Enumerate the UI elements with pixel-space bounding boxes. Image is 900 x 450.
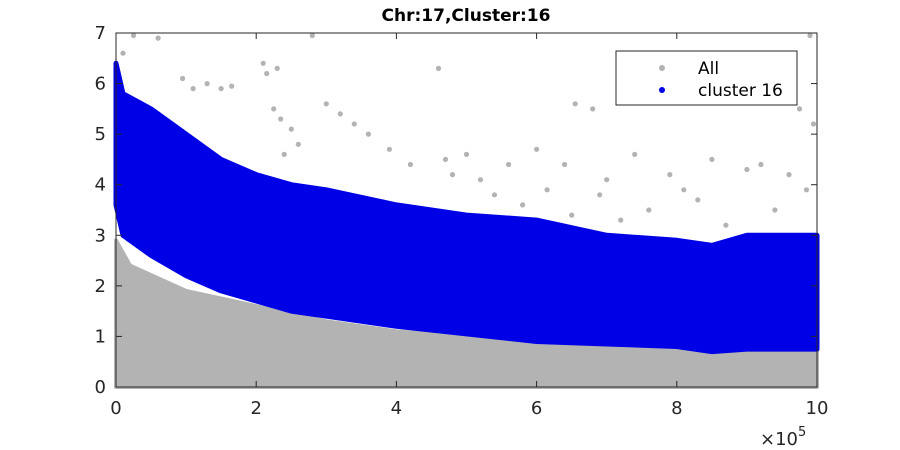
point-all-26 xyxy=(463,151,470,157)
y-tick-label-4: 4 xyxy=(95,175,106,196)
point-all-52 xyxy=(803,187,810,193)
point-all-47 xyxy=(744,166,750,173)
legend-label-all: All xyxy=(698,59,719,79)
point-all-50 xyxy=(786,172,792,178)
point-all-1 xyxy=(130,32,137,39)
y-tick-labels: 0 1 2 3 4 5 6 7 xyxy=(95,23,106,398)
point-all-3 xyxy=(180,75,186,82)
point-all-4 xyxy=(190,86,196,92)
point-all-0 xyxy=(120,50,126,56)
legend-box xyxy=(615,50,798,106)
point-all-51 xyxy=(796,106,803,112)
point-all-48 xyxy=(758,161,764,168)
legend-label-cluster: cluster 16 xyxy=(698,81,783,101)
point-all-29 xyxy=(506,161,512,168)
point-all-2 xyxy=(155,35,161,41)
x-tick-label-5: 10 xyxy=(806,398,829,419)
point-all-7 xyxy=(229,83,235,89)
x-tick-labels: 0 2 4 6 8 10 xyxy=(110,398,828,419)
point-all-37 xyxy=(597,192,603,198)
point-all-20 xyxy=(365,131,371,137)
point-all-9 xyxy=(264,70,270,77)
point-all-46 xyxy=(723,222,729,228)
point-all-6 xyxy=(218,86,224,92)
point-all-22 xyxy=(407,161,413,168)
x-exponent-power: 5 xyxy=(798,425,806,440)
x-tick-label-1: 2 xyxy=(250,398,261,419)
point-all-42 xyxy=(667,172,673,178)
point-all-36 xyxy=(590,106,596,112)
y-tick-label-2: 2 xyxy=(95,276,106,297)
point-all-45 xyxy=(709,156,715,162)
y-tick-label-1: 1 xyxy=(95,326,106,347)
x-exponent-label: ×105 xyxy=(760,425,806,450)
point-all-43 xyxy=(681,187,687,193)
point-all-21 xyxy=(386,146,392,152)
y-tick-label-3: 3 xyxy=(95,225,106,246)
axis-ticks xyxy=(115,32,818,388)
point-all-39 xyxy=(618,217,624,223)
point-all-11 xyxy=(271,106,277,112)
x-tick-label-3: 6 xyxy=(531,398,542,419)
axes-box xyxy=(115,32,818,388)
point-all-24 xyxy=(442,156,449,162)
point-all-35 xyxy=(572,101,578,107)
x-tick-label-4: 8 xyxy=(671,398,682,419)
point-all-38 xyxy=(604,177,610,183)
y-tick-label-5: 5 xyxy=(95,124,106,145)
point-all-23 xyxy=(435,65,442,71)
point-all-8 xyxy=(260,60,266,66)
point-all-17 xyxy=(323,101,329,107)
point-all-25 xyxy=(449,172,456,178)
point-all-16 xyxy=(309,32,315,39)
point-all-18 xyxy=(337,111,343,117)
y-tick-label-7: 7 xyxy=(95,23,106,44)
point-all-53 xyxy=(807,32,813,39)
point-all-34 xyxy=(569,212,575,218)
point-all-15 xyxy=(295,141,301,147)
point-all-44 xyxy=(695,197,701,203)
legend: All cluster 16 xyxy=(615,50,798,106)
y-tick-label-6: 6 xyxy=(95,74,106,95)
point-all-31 xyxy=(534,146,540,152)
point-all-28 xyxy=(491,192,498,198)
point-all-13 xyxy=(288,126,294,132)
legend-marker-all xyxy=(659,65,665,71)
y-tick-label-0: 0 xyxy=(95,377,106,398)
point-all-49 xyxy=(772,207,778,213)
point-all-27 xyxy=(477,177,484,183)
point-all-32 xyxy=(544,187,550,193)
point-all-10 xyxy=(274,65,280,71)
point-all-5 xyxy=(204,81,210,87)
point-all-19 xyxy=(351,121,357,127)
point-all-14 xyxy=(281,151,287,157)
point-all-30 xyxy=(520,202,526,208)
x-tick-label-0: 0 xyxy=(110,398,121,419)
x-tick-label-2: 4 xyxy=(391,398,402,419)
point-all-33 xyxy=(562,161,568,168)
point-all-41 xyxy=(646,207,652,213)
point-all-54 xyxy=(810,121,817,127)
legend-marker-cluster xyxy=(659,87,665,93)
point-all-40 xyxy=(632,151,638,157)
chart-title: Chr:17,Cluster:16 xyxy=(382,6,551,26)
point-all-12 xyxy=(278,116,284,122)
